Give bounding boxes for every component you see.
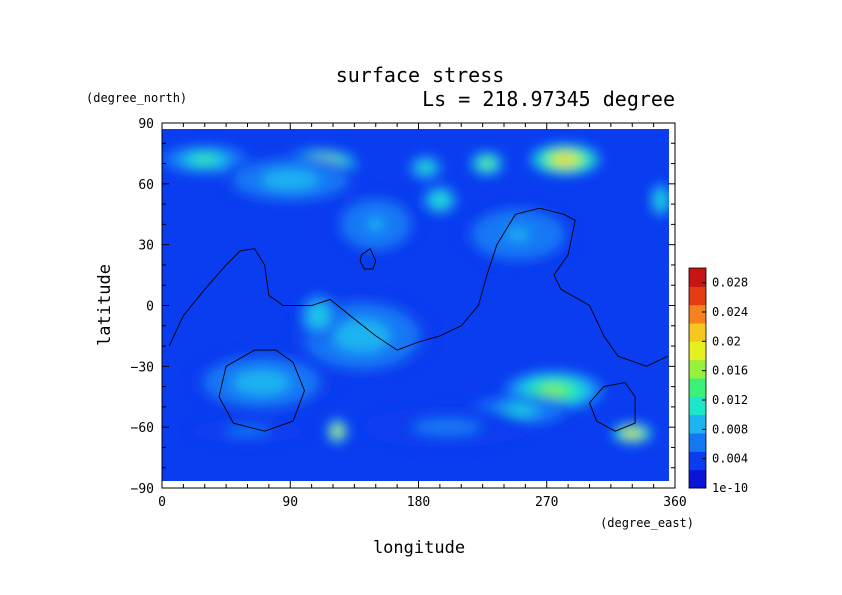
hotspot: [361, 406, 533, 448]
colorbar-tick-label: 0.008: [712, 422, 748, 436]
colorbar-frame: [688, 267, 707, 489]
colorbar-segment: [689, 286, 706, 306]
axis-ticks: [161, 122, 676, 489]
coastline-contour: [588, 382, 636, 432]
hotspot: [461, 204, 576, 265]
hotspot: [190, 419, 305, 444]
colorbar-tick-label: 0.02: [712, 334, 741, 348]
colorbar-tick-label: 0.028: [712, 276, 748, 290]
y-axis-title: latitude: [95, 264, 115, 346]
colorbar-tick-label: 0.016: [712, 364, 748, 378]
x-tick-labels: 0 90 180 270 360: [158, 495, 687, 510]
coastline-contour: [359, 248, 377, 270]
y-unit-label: (degree_north): [86, 91, 187, 105]
x-tick-label: 0: [158, 495, 166, 510]
hotspot-level: [506, 407, 530, 415]
hotspot-level: [422, 165, 430, 171]
hotspot: [190, 352, 333, 413]
hotspot-level: [367, 218, 385, 231]
hotspot-level: [506, 228, 530, 241]
hotspot-level: [276, 174, 305, 185]
chart-title: surface stress: [336, 63, 505, 87]
hotspot-level: [429, 423, 465, 432]
colorbar: 1e-10 0.004 0.008 0.012 0.016 0.02 0.024 0.028: [688, 267, 748, 495]
x-tick-label: 90: [282, 495, 298, 510]
colorbar-tick-label: 0.012: [712, 393, 748, 407]
y-tick-label: −30: [131, 360, 154, 375]
hotspot-level: [247, 376, 276, 389]
y-tick-label: 30: [138, 239, 154, 254]
hotspot: [219, 155, 362, 205]
colorbar-tick-label: 0.024: [712, 305, 748, 319]
colorbar-tick-label: 1e-10: [712, 481, 748, 495]
hotspot-level: [347, 327, 376, 345]
colorbar-segment: [689, 378, 706, 397]
x-unit-label: (degree_east): [600, 516, 694, 530]
hotspot: [528, 143, 603, 176]
y-tick-label: −90: [131, 482, 154, 497]
x-axis-title: longitude: [373, 538, 465, 558]
hotspot-level: [627, 431, 637, 436]
hotspot: [297, 291, 341, 340]
x-tick-label: 360: [663, 495, 686, 510]
hotspot: [408, 155, 443, 180]
colorbar-segment: [689, 268, 706, 287]
y-tick-label: 0: [146, 300, 154, 315]
colorbar-segment: [689, 396, 706, 416]
hotspot-level: [483, 161, 491, 166]
hotspot: [327, 419, 348, 444]
x-tick-label: 180: [407, 495, 430, 510]
colorbar-segment: [689, 414, 706, 434]
y-tick-label: −60: [131, 421, 154, 436]
y-tick-labels: 90 60 30 0 −30 −60 −90: [131, 117, 154, 497]
hotspot-level: [658, 196, 664, 205]
hotspot: [333, 193, 419, 255]
colorbar-segment: [689, 341, 706, 361]
hotspot-level: [314, 310, 324, 321]
coastline-contour: [218, 349, 305, 432]
colorbar-tick-label: 0.004: [712, 452, 748, 466]
colorbar-segment: [689, 433, 706, 452]
hotspot-level: [435, 196, 444, 204]
hotspot-level: [543, 386, 564, 395]
hotspot: [162, 145, 248, 174]
colorbar-segment: [689, 304, 706, 324]
hotspot: [649, 179, 669, 221]
hotspot-level: [236, 428, 259, 434]
hotspot-level: [557, 156, 573, 163]
hotspot: [610, 423, 654, 444]
y-tick-label: 60: [138, 178, 154, 193]
colorbar-segment: [689, 469, 706, 489]
hotspot-level: [196, 156, 214, 163]
hotspot-level: [335, 428, 340, 434]
heatmap-field: [162, 129, 669, 481]
colorbar-segment: [689, 323, 706, 342]
coastline-contour: [168, 207, 669, 367]
colorbar-segment: [689, 451, 706, 471]
coastline-contours: [168, 207, 669, 432]
chart-subtitle: Ls = 218.97345 degree: [422, 87, 675, 111]
x-tick-label: 270: [535, 495, 558, 510]
colorbar-segment: [689, 359, 706, 379]
hotspot: [469, 151, 504, 176]
y-tick-label: 90: [138, 117, 154, 132]
hotspot: [419, 183, 460, 217]
